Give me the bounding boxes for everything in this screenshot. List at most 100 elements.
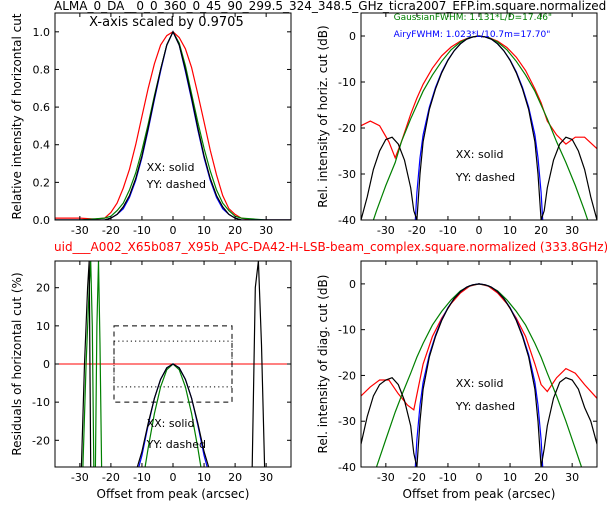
- y-tick-label: 0.0: [33, 214, 51, 227]
- y-tick-label: -10: [338, 324, 356, 337]
- x-tick-label: 10: [197, 471, 211, 484]
- axes-frame: [360, 12, 598, 221]
- plot-data-layer: [361, 35, 597, 220]
- x-tick-label: -30: [71, 224, 89, 237]
- fwhm-annotation: GaussianFWHM: 1.131*L/D=17.46": [394, 13, 552, 23]
- x-tick-label: -20: [102, 224, 120, 237]
- plot-bottom-right: -30 -20 -10 0 10 20 30 -40 -30 -20 -10 0 Rel. intens…: [316, 260, 598, 501]
- y-tick-label: -10: [32, 396, 50, 409]
- legend-text: YY: dashed: [146, 438, 206, 451]
- series-green-line: [55, 30, 291, 220]
- series-red-line: [55, 31, 291, 220]
- y-tick-label: -40: [338, 461, 356, 474]
- legend-text: XX: solid: [456, 377, 504, 390]
- y-axis-label: Residuals of horizontal cut (%): [10, 272, 24, 455]
- series-black-line: [361, 35, 597, 220]
- series-blue-line: [414, 283, 544, 467]
- plot-data-layer: [55, 30, 291, 220]
- series-green-line: [82, 261, 95, 467]
- plot-top-right: -30 -20 -10 0 10 20 30 -40 -30 -20 -10 0 Rel. intens…: [316, 12, 598, 237]
- x-tick-label: 20: [228, 224, 242, 237]
- y-tick-label: -30: [338, 168, 356, 181]
- plot-data-layer: [361, 283, 597, 467]
- x-tick-label: 30: [565, 471, 579, 484]
- series-black-line: [361, 283, 597, 467]
- x-tick-label: 10: [503, 471, 517, 484]
- series-blue-line: [138, 363, 208, 467]
- y-tick-label: 0.2: [33, 176, 51, 189]
- x-tick-label: -10: [439, 224, 457, 237]
- series-black-line: [251, 261, 266, 467]
- x-tick-label: 30: [259, 224, 273, 237]
- y-axis-label: Relative intensity of horizontal cut: [10, 13, 24, 219]
- top-title: ALMA_0_DA__0_0_360_0_45_90_299.5_324_348…: [54, 0, 606, 13]
- x-axis-label: Offset from peak (arcsec): [403, 487, 556, 501]
- x-tick-label: 0: [170, 471, 177, 484]
- y-tick-label: 0: [349, 30, 356, 43]
- series-red-line: [361, 35, 597, 160]
- y-tick-label: -30: [338, 415, 356, 428]
- axes-frame: [360, 260, 598, 468]
- x-tick-label: 20: [228, 471, 242, 484]
- x-tick-label: -10: [133, 224, 151, 237]
- y-tick-label: 0.8: [33, 63, 51, 76]
- legend-text: YY: dashed: [455, 400, 515, 413]
- dotted-box: [113, 340, 233, 388]
- y-tick-label: 10: [36, 320, 50, 333]
- series-red-line: [361, 283, 597, 411]
- y-tick-label: 0: [43, 358, 50, 371]
- x-tick-label: -20: [408, 471, 426, 484]
- y-axis-label: Rel. intensity of diag. cut (dB): [316, 275, 330, 454]
- x-tick-label: 0: [170, 224, 177, 237]
- y-tick-label: -20: [338, 369, 356, 382]
- series-black-line: [136, 363, 210, 467]
- x-tick-label: 20: [534, 471, 548, 484]
- x-tick-label: 0: [476, 224, 483, 237]
- series-green-line: [144, 363, 202, 467]
- y-tick-label: 0: [349, 278, 356, 291]
- legend-text: YY: dashed: [455, 171, 515, 184]
- y-axis-label: Rel. intensity of horiz. cut (dB): [316, 25, 330, 207]
- legend-text: YY: dashed: [146, 178, 206, 191]
- series-green-line: [94, 261, 103, 467]
- series-black-line: [55, 30, 291, 220]
- x-tick-label: 10: [503, 224, 517, 237]
- y-tick-label: -10: [338, 76, 356, 89]
- x-tick-label: -10: [439, 471, 457, 484]
- x-tick-label: 30: [565, 224, 579, 237]
- x-tick-label: -30: [377, 224, 395, 237]
- x-axis-label: Offset from peak (arcsec): [97, 487, 250, 501]
- x-tick-label: -30: [71, 471, 89, 484]
- x-tick-label: -10: [133, 471, 151, 484]
- dashed-box: [113, 325, 233, 403]
- y-tick-label: 1.0: [33, 26, 51, 39]
- y-tick-label: -40: [338, 214, 356, 227]
- series-black-line: [80, 261, 92, 467]
- x-tick-label: 10: [197, 224, 211, 237]
- plot-data-layer: [55, 261, 291, 467]
- fwhm-annotation: AiryFWHM: 1.023*L/10.7m=17.70": [394, 30, 551, 40]
- legend-text: XX: solid: [456, 148, 504, 161]
- y-tick-label: 0.4: [33, 139, 51, 152]
- plot-top-left: -30 -20 -10 0 10 20 30 0.0 0.2 0.4 0.6 0.8 1.0 Relati…: [10, 12, 292, 237]
- x-tick-label: -30: [377, 471, 395, 484]
- x-tick-label: -20: [408, 224, 426, 237]
- y-tick-label: -20: [32, 434, 50, 447]
- series-blue-line: [55, 30, 291, 220]
- series-green-line: [372, 35, 589, 220]
- y-tick-label: -20: [338, 122, 356, 135]
- y-tick-label: 20: [36, 282, 50, 295]
- series-blue-line: [414, 35, 544, 220]
- x-tick-label: 0: [476, 471, 483, 484]
- scale-annotation: X-axis scaled by 0.9705: [89, 15, 244, 30]
- series-green-line: [375, 283, 583, 467]
- x-tick-label: -20: [102, 471, 120, 484]
- y-tick-label: 0.6: [33, 101, 51, 114]
- bottom-title: uid___A002_X65b087_X95b_APC-DA42-H-LSB-b…: [54, 240, 607, 254]
- legend-text: XX: solid: [147, 161, 195, 174]
- x-tick-label: 30: [259, 471, 273, 484]
- legend-text: XX: solid: [147, 417, 195, 430]
- plot-bottom-left: -30 -20 -10 0 10 20 30 -20 -10 0 10 20 Residuals of …: [10, 260, 292, 501]
- x-tick-label: 20: [534, 224, 548, 237]
